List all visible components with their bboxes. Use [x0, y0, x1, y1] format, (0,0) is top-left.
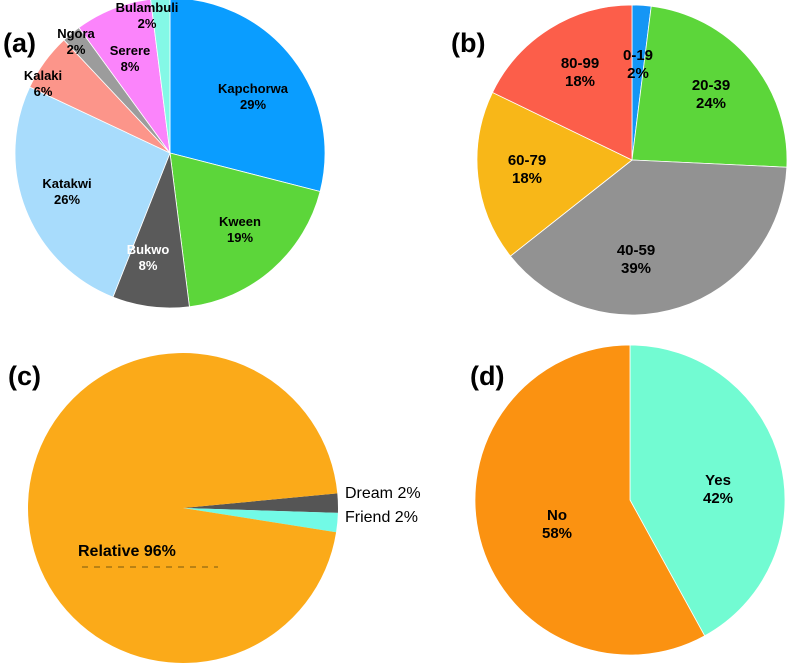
slice-name-label: Kween [219, 214, 261, 229]
slice-value-label: 2% [67, 42, 86, 57]
slice-name-label: 60-79 [508, 152, 546, 169]
slice-value-label: 8% [139, 258, 158, 273]
panel-label: (a) [3, 28, 36, 58]
pie-slice-bulambuli [150, 0, 171, 154]
panel-label: (b) [451, 28, 485, 58]
slice-value-label: 2% [138, 16, 157, 31]
slice-value-label: 29% [240, 97, 266, 112]
slice-value-label: 18% [512, 170, 542, 187]
slice-name-label: Bukwo [127, 242, 170, 257]
slice-value-label: 39% [621, 260, 651, 277]
pie-chart-a: (a)Kapchorwa29%Kween19%Bukwo8%Katakwi26%… [3, 0, 326, 309]
slice-label-friend: Friend 2% [345, 509, 418, 526]
slice-name-label: Yes [705, 472, 731, 489]
pie-slice-no [474, 344, 706, 656]
slice-name-label: 40-59 [617, 242, 655, 259]
slice-value-label: 18% [565, 73, 595, 90]
slice-value-label: 6% [34, 84, 53, 99]
pie-slice-yes [629, 344, 786, 637]
pie-slice-dream [183, 493, 338, 513]
slice-name-label: 0-19 [623, 47, 653, 64]
slice-name-label: Katakwi [42, 176, 91, 191]
slice-name-label: No [547, 507, 567, 524]
slice-name-label: 80-99 [561, 55, 599, 72]
slice-label-dream: Dream 2% [345, 485, 421, 502]
pie-slice-kapchorwa [169, 0, 326, 193]
pie-slice-relative [27, 353, 338, 663]
slice-name-label: Bulambuli [116, 0, 179, 15]
pie-slice-kween [169, 152, 321, 308]
slice-label-relative: Relative 96% [78, 543, 176, 560]
slice-name-label: Kapchorwa [218, 81, 289, 96]
pie-slice-60-79 [476, 91, 633, 257]
slice-value-label: 58% [542, 525, 572, 542]
pie-chart-b: (b) 0-192%20-3924%40-5939%60-7918%80-9918… [451, 4, 788, 316]
pie-slice-katakwi [14, 86, 171, 298]
slice-name-label: Kalaki [24, 68, 62, 83]
slice-value-label: 24% [696, 95, 726, 112]
slice-value-label: 42% [703, 490, 733, 507]
pie-chart-c: (c) Dream 2% Friend 2% Relative 96% [8, 353, 421, 663]
pie-slice-serere [78, 0, 171, 154]
pie-slice-20-39 [631, 5, 788, 168]
pie-slice-40-59 [509, 159, 788, 316]
slice-name-label: Serere [110, 43, 150, 58]
slice-name-label: 20-39 [692, 77, 730, 94]
panel-label: (d) [470, 361, 504, 391]
slice-name-label: Ngora [57, 26, 95, 41]
slice-value-label: 26% [54, 192, 80, 207]
pie-slice-80-99 [491, 4, 633, 161]
pie-slice-friend [183, 508, 338, 533]
slice-value-label: 19% [227, 230, 253, 245]
slice-value-label: 2% [627, 65, 649, 82]
slice-value-label: 8% [121, 59, 140, 74]
panel-label: (c) [8, 361, 41, 391]
